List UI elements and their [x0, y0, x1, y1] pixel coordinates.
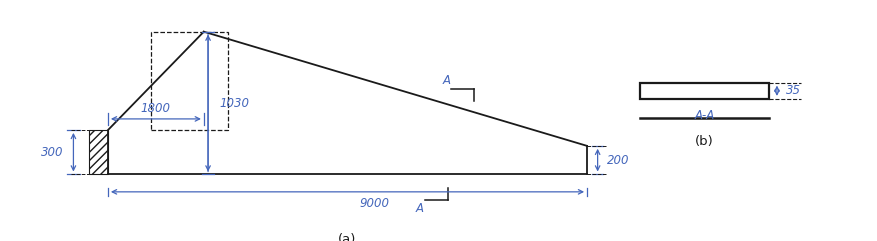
Text: 1800: 1800 — [141, 102, 171, 115]
Bar — [89, 130, 108, 174]
Text: 200: 200 — [607, 154, 630, 167]
Text: 1030: 1030 — [220, 97, 250, 110]
Text: 300: 300 — [41, 146, 64, 159]
Bar — [640, 83, 769, 99]
Text: 35: 35 — [787, 84, 802, 97]
Text: A: A — [416, 202, 424, 215]
Bar — [151, 32, 228, 130]
Text: (a): (a) — [339, 233, 357, 241]
Text: A: A — [442, 74, 450, 87]
Text: (b): (b) — [695, 135, 714, 148]
Text: A-A: A-A — [695, 109, 715, 122]
Text: 9000: 9000 — [359, 197, 389, 210]
